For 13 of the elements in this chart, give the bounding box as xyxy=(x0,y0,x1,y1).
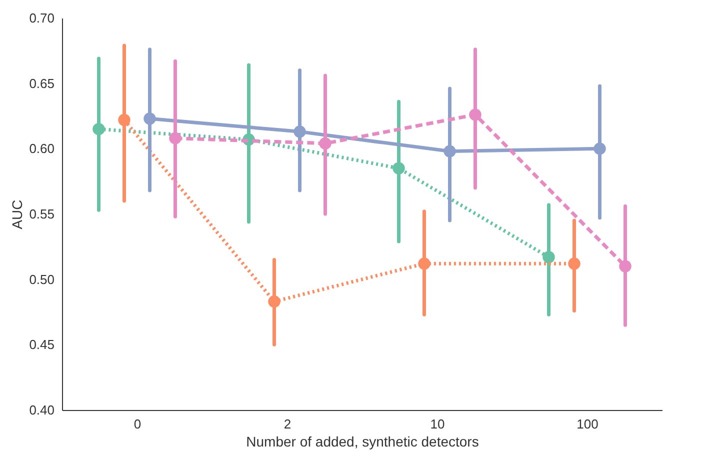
y-tick-label: 0.40 xyxy=(29,402,54,418)
y-tick-label: 0.55 xyxy=(29,206,54,222)
x-tick-label: 100 xyxy=(576,416,598,432)
y-tick-label: 0.45 xyxy=(29,337,54,352)
x-tick-label: 2 xyxy=(284,416,292,432)
y-tick-label: 0.50 xyxy=(29,272,54,287)
y-tick-label: 0.60 xyxy=(29,141,54,156)
y-tick-label: 0.70 xyxy=(29,10,54,26)
y-tick-label: 0.65 xyxy=(29,76,54,91)
y-axis-title: AUC xyxy=(9,200,26,230)
x-tick-label: 10 xyxy=(430,416,445,432)
x-tick-label: 0 xyxy=(134,416,142,432)
x-axis-title: Number of added, synthetic detectors xyxy=(246,434,479,450)
